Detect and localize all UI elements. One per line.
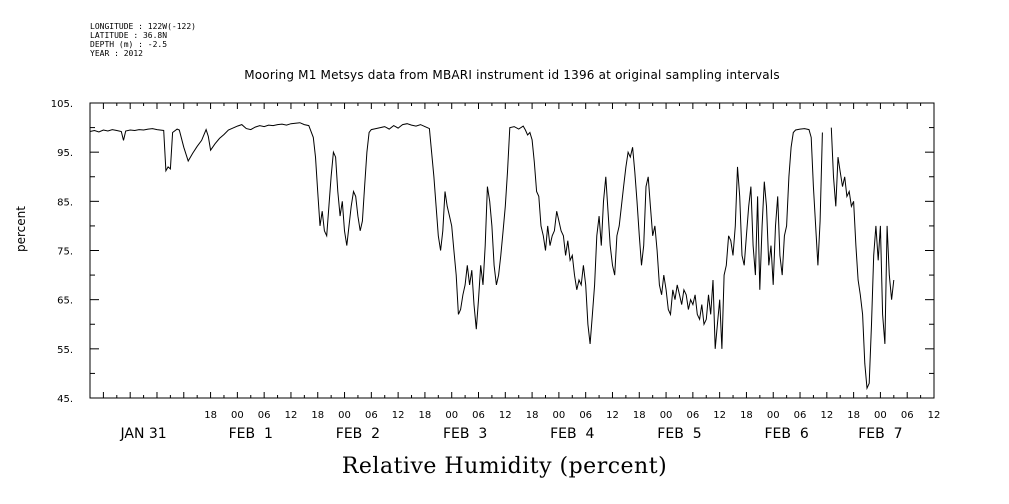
series-line [830,127,895,391]
hour-tick-label: 18 [740,410,753,421]
hour-tick-label: 12 [606,410,619,421]
hour-tick-label: 00 [445,410,458,421]
hour-tick-label: 06 [794,410,807,421]
meta-latitude: LATITUDE : 36.8N [90,31,168,40]
y-tick-label: 45. [57,394,73,405]
hour-tick-labels: 18 00 06 12 18 00 06 12 18 00 06 12 18 00 06 12 18 00 06 12… [204,410,940,421]
plot-frame [89,102,935,399]
hour-tick-label: 12 [820,410,833,421]
hour-tick-label: 00 [231,410,244,421]
date-label: FEB 2 [336,426,380,442]
x-axis-label: Relative Humidity (percent) [341,454,668,479]
hour-tick-label: 12 [499,410,512,421]
hour-tick-label: 18 [419,410,432,421]
hour-tick-label: 00 [553,410,566,421]
hour-tick-label: 06 [686,410,699,421]
meta-longitude: LONGITUDE : 122W(-122) [90,22,196,31]
hour-tick-label: 18 [204,410,217,421]
series-line [89,122,823,349]
hour-tick-label: 12 [928,410,941,421]
date-label: FEB 4 [550,426,594,442]
date-label: JAN 31 [119,426,166,442]
hour-tick-label: 12 [285,410,298,421]
series-layer [89,122,895,391]
date-label: FEB 5 [657,426,701,442]
chart-title: Mooring M1 Metsys data from MBARI instru… [244,68,780,82]
meta-depth: DEPTH (m) : -2.5 [90,40,168,49]
date-label: FEB 7 [858,426,902,442]
axis-ticks [89,102,935,399]
hour-tick-label: 18 [526,410,539,421]
hour-tick-label: 00 [874,410,887,421]
hour-tick-label: 18 [633,410,646,421]
hour-tick-label: 06 [901,410,914,421]
hour-tick-label: 00 [660,410,673,421]
hour-tick-label: 12 [713,410,726,421]
hour-tick-label: 06 [365,410,378,421]
hour-tick-label: 06 [472,410,485,421]
hour-tick-label: 18 [847,410,860,421]
date-label: FEB 6 [764,426,808,442]
y-tick-label: 105. [51,99,73,110]
hour-tick-label: 06 [258,410,271,421]
date-label: FEB 1 [229,426,273,442]
hour-tick-label: 00 [767,410,780,421]
y-tick-label: 95. [57,148,73,159]
y-tick-label: 85. [57,197,73,208]
hour-tick-label: 18 [311,410,324,421]
meta-year: YEAR : 2012 [90,49,143,58]
date-labels: JAN 31 FEB 1 FEB 2 FEB 3 FEB 4 FEB 5 FEB 6 FEB … [119,426,902,442]
hour-tick-label: 12 [392,410,405,421]
y-tick-label: 75. [57,247,73,258]
date-label: FEB 3 [443,426,487,442]
y-tick-label: 65. [57,296,73,307]
y-tick-labels: 45. 55. 65. 75. 85. 95. 105. [51,99,73,405]
y-tick-label: 55. [57,345,73,356]
hour-tick-label: 06 [579,410,592,421]
hour-tick-label: 00 [338,410,351,421]
